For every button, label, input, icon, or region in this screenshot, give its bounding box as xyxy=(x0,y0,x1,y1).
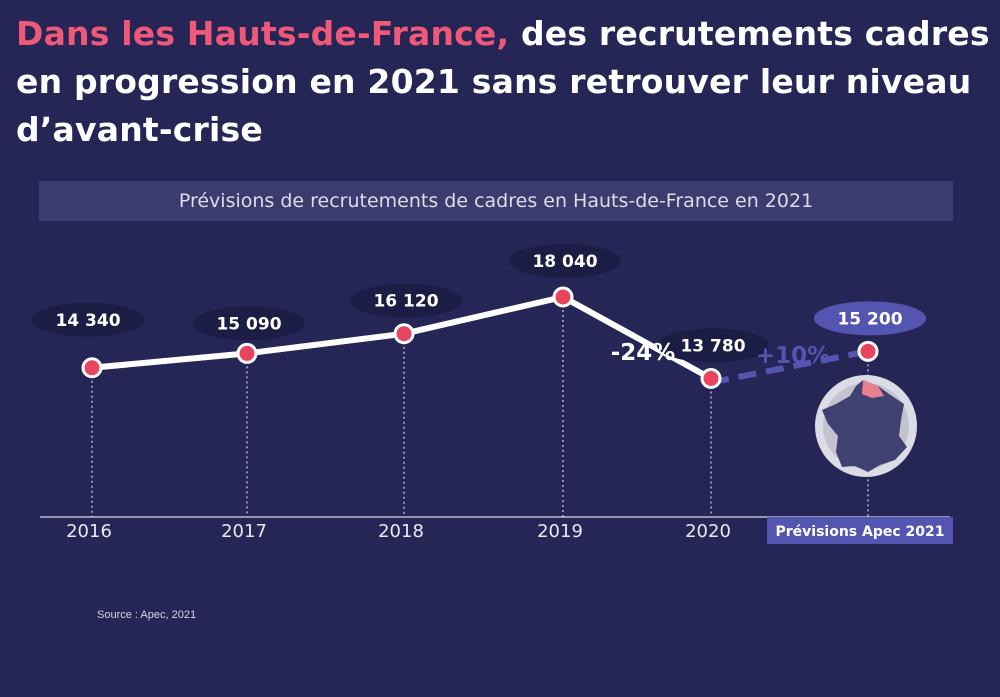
x-tick-2018: 2018 xyxy=(378,521,424,542)
hauts-de-france-region xyxy=(862,380,884,398)
headline: Dans les Hauts-de-France, des recrutemen… xyxy=(16,10,996,154)
value-label-2016: 14 340 xyxy=(55,311,120,331)
forecast-tick-box xyxy=(767,517,953,544)
value-label-bubble xyxy=(657,328,769,363)
data-point-2016 xyxy=(81,357,103,379)
value-label-bubble xyxy=(350,283,462,318)
data-point-2020 xyxy=(700,367,722,389)
data-point-2021 xyxy=(857,340,879,362)
value-label-2021: 15 200 xyxy=(837,309,902,329)
value-label-2020: 13 780 xyxy=(680,336,745,356)
x-tick-2016: 2016 xyxy=(66,521,112,542)
data-point-2018 xyxy=(393,323,415,345)
chart-subtitle: Prévisions de recrutements de cadres en … xyxy=(39,181,953,221)
x-tick-2020: 2020 xyxy=(685,521,731,542)
headline-highlight: Dans les Hauts-de-France, xyxy=(16,14,510,53)
value-label-2019: 18 040 xyxy=(532,252,597,272)
france-map-icon xyxy=(822,380,907,472)
annotation-increase: +10% xyxy=(756,343,830,369)
value-label-bubble xyxy=(509,244,621,278)
data-point-2019 xyxy=(552,286,574,308)
value-label-bubble xyxy=(32,302,144,337)
value-label-bubble xyxy=(814,301,926,336)
value-label-2018: 16 120 xyxy=(373,292,438,312)
value-label-bubble xyxy=(193,306,305,341)
value-label-2017: 15 090 xyxy=(216,314,281,334)
source-note: Source : Apec, 2021 xyxy=(97,609,197,621)
x-tick-2017: 2017 xyxy=(221,521,267,542)
annotation-decline: -24% xyxy=(611,340,676,366)
x-tick-2019: 2019 xyxy=(537,521,583,542)
data-point-2017 xyxy=(236,342,258,364)
x-tick-forecast: Prévisions Apec 2021 xyxy=(776,524,945,540)
headline-rest: des recrutements cadres en progression e… xyxy=(16,14,990,149)
